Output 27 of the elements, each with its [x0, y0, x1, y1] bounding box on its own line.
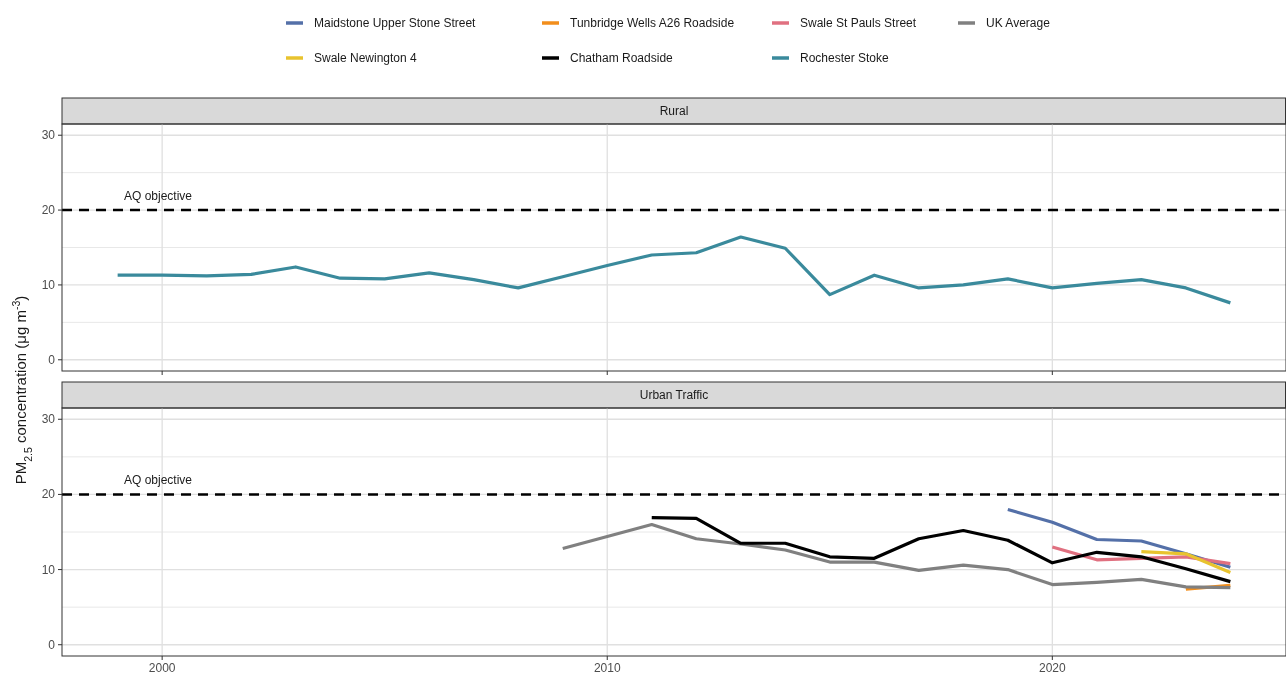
y-tick-label: 20	[41, 203, 56, 218]
y-tick-label: 0	[48, 637, 56, 652]
y-tick-label: 20	[41, 487, 56, 502]
line-series	[561, 522, 1232, 590]
ref-line-label: AQ objective	[124, 473, 193, 488]
y-tick-label: 0	[48, 352, 56, 367]
legend-label: Chatham Roadside	[570, 51, 674, 65]
legend-label: Swale Newington 4	[314, 51, 418, 65]
legend-label: Swale St Pauls Street	[800, 16, 917, 30]
chart-title: Urban Traffic	[639, 388, 709, 402]
line-series	[650, 516, 1232, 584]
x-tick-label: 2000	[148, 661, 176, 675]
y-tick-label: 30	[41, 412, 56, 427]
legend-label: Tunbridge Wells A26 Roadside	[570, 16, 735, 30]
line-series	[116, 235, 1232, 305]
x-tick-label: 2010	[593, 661, 621, 675]
legend-label: Rochester Stoke	[800, 51, 890, 65]
panel-header: Rural	[61, 97, 1286, 125]
x-tick-label: 2020	[1038, 661, 1066, 675]
y-tick-label: 30	[41, 128, 56, 143]
y-tick-label: 10	[41, 562, 56, 577]
chart-title: Rural	[659, 104, 689, 118]
ref-line-label: AQ objective	[124, 189, 193, 204]
legend-label: UK Average	[986, 16, 1051, 30]
legend-label: Maidstone Upper Stone Street	[314, 16, 477, 30]
y-tick-label: 10	[41, 277, 56, 292]
panel-header: Urban Traffic	[61, 381, 1286, 409]
